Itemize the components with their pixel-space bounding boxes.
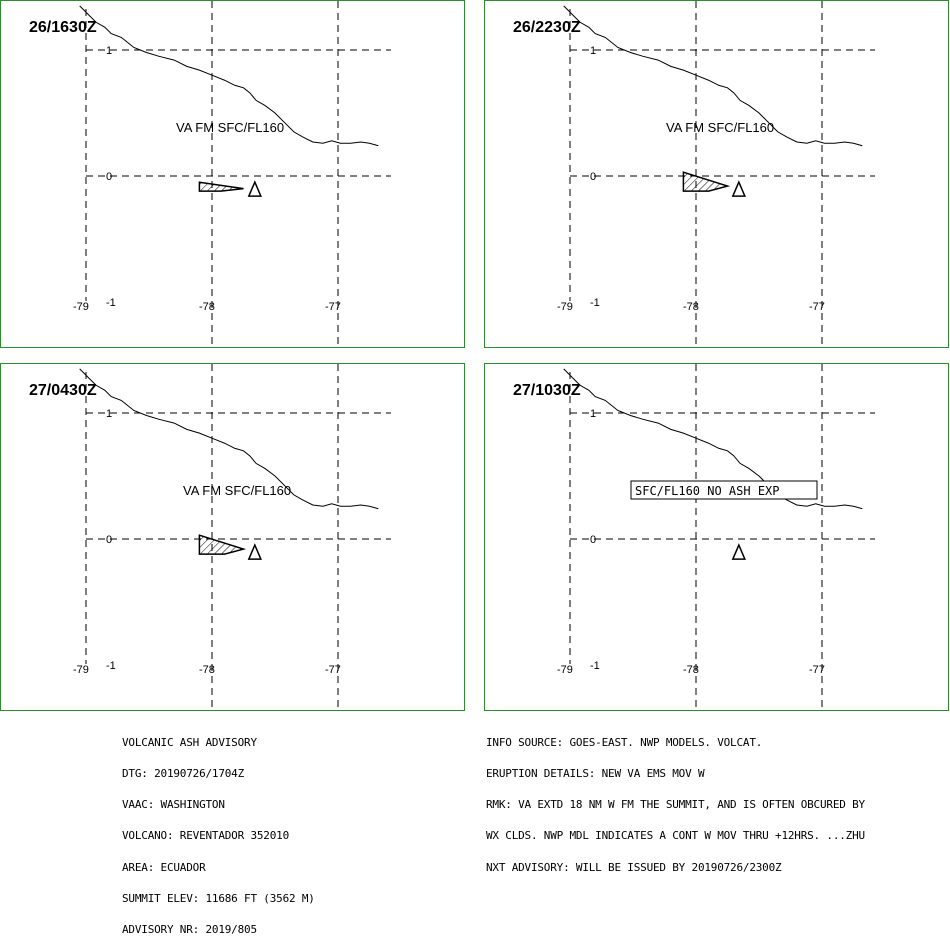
ash-cloud-polygon (198, 534, 247, 555)
label-box (630, 480, 818, 500)
lat-tick-label: 0 (106, 171, 112, 183)
lat-tick-label: 0 (106, 534, 112, 546)
lat-tick-label: 0 (590, 534, 596, 546)
panel-time-label: 26/1630Z (29, 19, 97, 36)
forecast-panel-2: 1 0 -1 -79 -78 -77 VA FM SFC/FL160 26/2230Z (484, 0, 949, 348)
va-label: VA FM SFC/FL160 (176, 120, 284, 135)
forecast-panel-4: 1 0 -1 -79 -78 -77 SFC/FL160 NO ASH EXP 27/103… (484, 363, 949, 711)
volcano-icon (247, 180, 262, 197)
map-panel-2: 1 0 -1 -79 -78 -77 VA FM SFC/FL160 (557, 1, 875, 347)
lat-tick-label: -1 (106, 660, 116, 672)
lat-tick-label: 1 (590, 408, 596, 420)
lat-tick-label: -1 (590, 660, 600, 672)
lon-tick-label: -78 (683, 664, 699, 676)
lon-tick-label: -77 (809, 664, 825, 676)
lon-tick-label: -79 (557, 301, 573, 313)
footer-line: VOLCANO: REVENTADOR 352010 (122, 829, 289, 843)
lat-tick-label: -1 (106, 297, 116, 309)
forecast-panel-1: 1 0 -1 -79 -78 -77 VA FM SFC/FL160 26/1630Z (0, 0, 465, 348)
lon-tick-label: -78 (199, 664, 215, 676)
va-label: SFC/FL160 NO ASH EXP (635, 484, 780, 498)
footer-line: ERUPTION DETAILS: NEW VA EMS MOV W (486, 767, 705, 781)
ash-cloud-polygon (682, 171, 731, 192)
lon-tick-label: -77 (325, 664, 341, 676)
coastline (79, 368, 379, 510)
footer-line: ADVISORY NR: 2019/805 (122, 923, 257, 937)
va-label: VA FM SFC/FL160 (666, 120, 774, 135)
footer-line: RMK: VA EXTD 18 NM W FM THE SUMMIT, AND … (486, 798, 865, 812)
advisory-info-right: INFO SOURCE: GOES-EAST. NWP MODELS. VOLC… (486, 717, 865, 883)
map-panel-1: 1 0 -1 -79 -78 -77 VA FM SFC/FL160 (73, 1, 391, 347)
lat-tick-label: 1 (106, 408, 112, 420)
footer-line: NXT ADVISORY: WILL BE ISSUED BY 20190726… (486, 860, 782, 874)
volcano-icon (247, 543, 262, 560)
panel-time-label: 27/1030Z (513, 382, 581, 399)
va-label: VA FM SFC/FL160 (183, 483, 291, 498)
lon-tick-label: -77 (809, 301, 825, 313)
panel-time-label: 27/0430Z (29, 382, 97, 399)
lon-tick-label: -79 (557, 664, 573, 676)
lon-tick-label: -79 (73, 301, 89, 313)
lon-tick-label: -78 (199, 301, 215, 313)
no-ash-label-box: SFC/FL160 NO ASH EXP (630, 480, 818, 500)
footer-line: AREA: ECUADOR (122, 860, 206, 874)
volcano-icon (731, 543, 746, 560)
coastline (79, 5, 379, 147)
map-panel-3: 1 0 -1 -79 -78 -77 VA FM SFC/FL160 (73, 364, 391, 710)
footer-line: DTG: 20190726/1704Z (122, 767, 245, 781)
coastline (563, 368, 863, 510)
footer-line: INFO SOURCE: GOES-EAST. NWP MODELS. VOLC… (486, 735, 763, 749)
footer-line: SUMMIT ELEV: 11686 FT (3562 M) (122, 891, 315, 905)
panel-time-label: 26/2230Z (513, 19, 581, 36)
footer-line: WX CLDS. NWP MDL INDICATES A CONT W MOV … (486, 829, 865, 843)
lat-tick-label: 1 (106, 45, 112, 57)
lon-tick-label: -77 (325, 301, 341, 313)
map-panel-4: 1 0 -1 -79 -78 -77 SFC/FL160 NO ASH EXP (557, 364, 875, 710)
lon-tick-label: -78 (683, 301, 699, 313)
ash-cloud-polygon (198, 181, 244, 192)
footer-line: VAAC: WASHINGTON (122, 798, 225, 812)
coastline (563, 5, 863, 147)
lat-tick-label: 0 (590, 171, 596, 183)
advisory-info-left: VOLCANIC ASH ADVISORY DTG: 20190726/1704… (122, 717, 315, 946)
volcano-icon (731, 180, 746, 197)
forecast-panel-3: 1 0 -1 -79 -78 -77 VA FM SFC/FL160 27/0430Z (0, 363, 465, 711)
lon-tick-label: -79 (73, 664, 89, 676)
lat-tick-label: -1 (590, 297, 600, 309)
lat-tick-label: 1 (590, 45, 596, 57)
footer-line: VOLCANIC ASH ADVISORY (122, 735, 257, 749)
